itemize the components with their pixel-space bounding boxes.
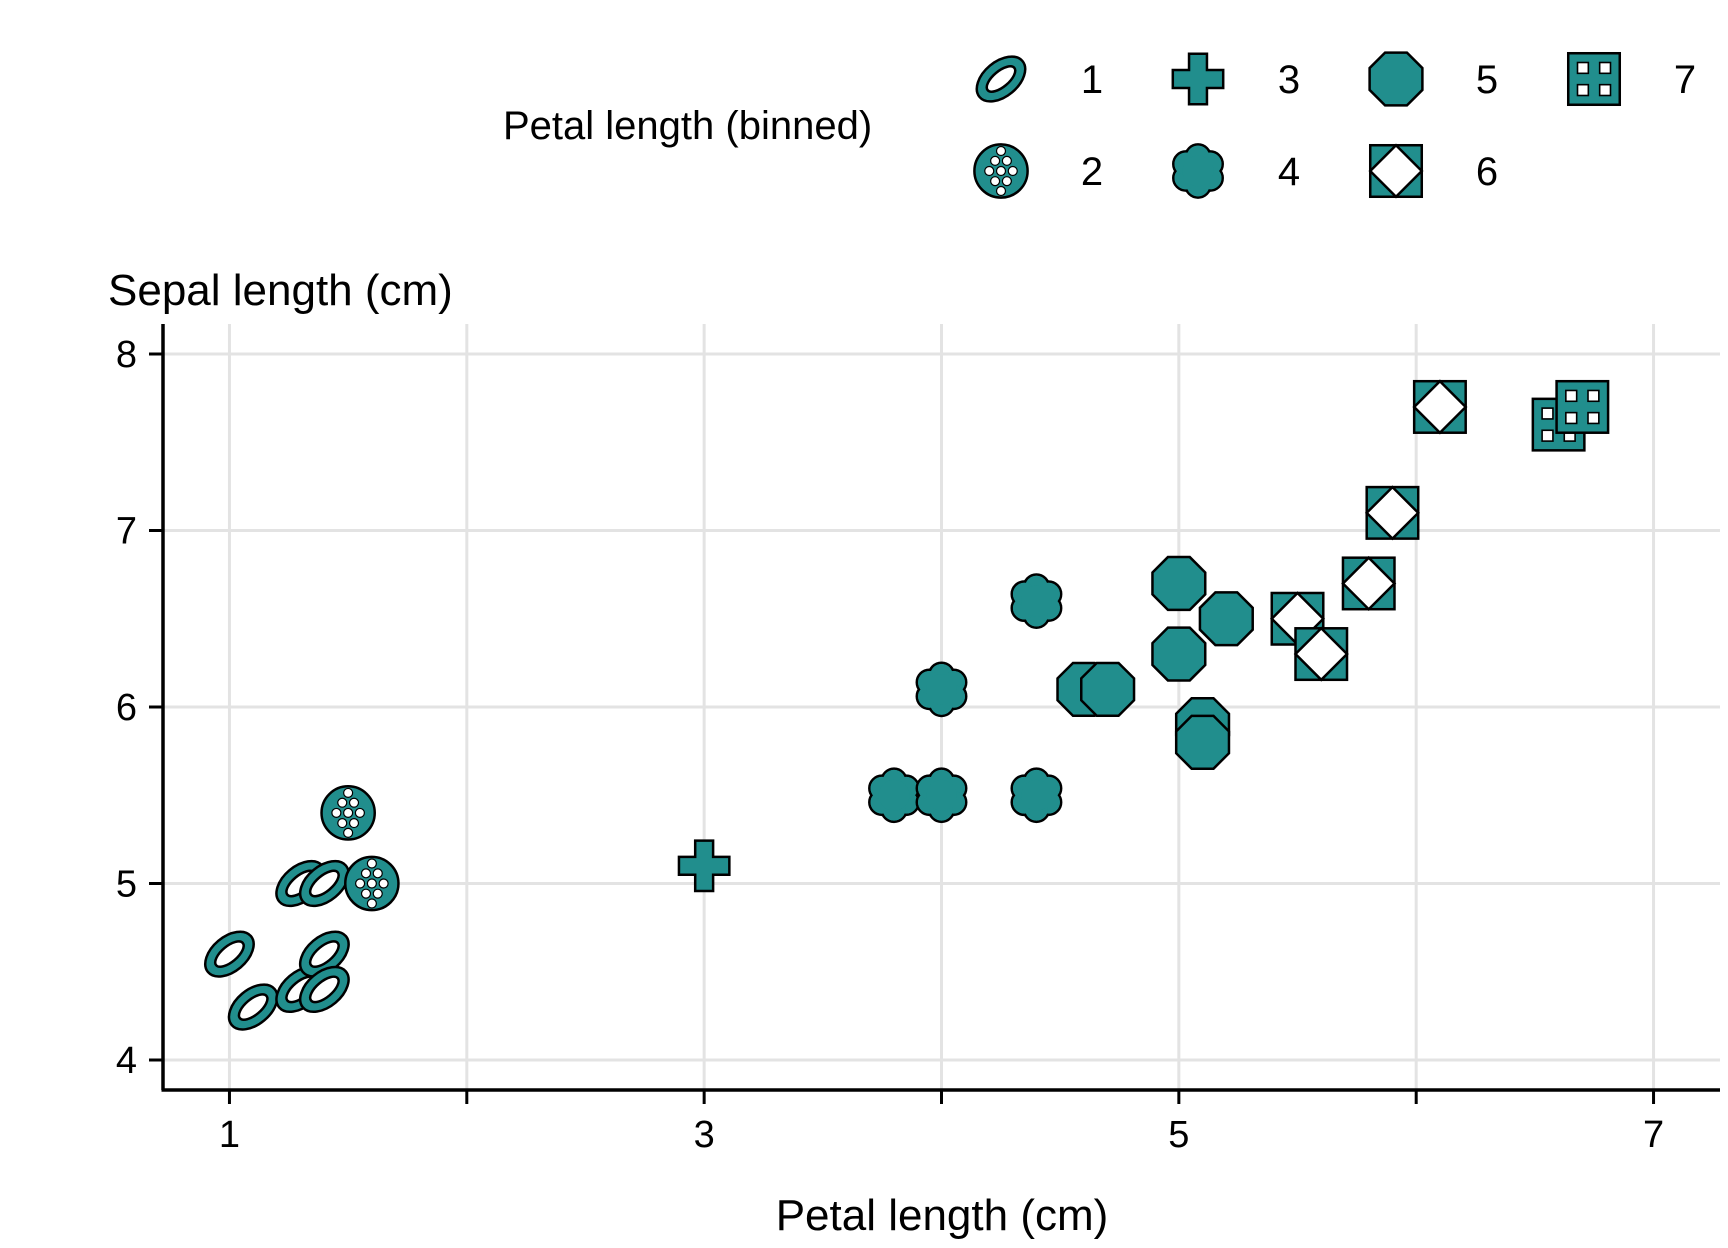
legend-entry-5: 5 bbox=[1368, 51, 1498, 107]
point-bin-5 bbox=[1198, 591, 1254, 647]
point-bin-1 bbox=[298, 859, 350, 908]
legend-marker-square-diamond bbox=[1368, 143, 1424, 199]
y-tick-label: 5 bbox=[116, 863, 137, 905]
point-bin-5 bbox=[1151, 626, 1207, 682]
legend-marker-octagon bbox=[1368, 51, 1424, 107]
legend-marker-flower bbox=[1172, 143, 1224, 199]
legend-label: 1 bbox=[1081, 58, 1103, 102]
x-tick-label: 3 bbox=[694, 1114, 715, 1156]
x-tick-label: 7 bbox=[1643, 1114, 1664, 1156]
point-bin-1 bbox=[298, 930, 350, 978]
point-bin-6 bbox=[1412, 379, 1468, 435]
legend-entry-7: 7 bbox=[1566, 51, 1696, 107]
legend-label: 2 bbox=[1081, 150, 1103, 194]
point-bin-4 bbox=[1010, 767, 1063, 824]
point-bin-1 bbox=[204, 930, 255, 978]
point-bin-6 bbox=[1341, 555, 1397, 611]
point-bin-3 bbox=[677, 839, 731, 893]
point-bin-4 bbox=[868, 767, 921, 824]
legend-marker-cross bbox=[1171, 52, 1225, 106]
point-bin-1 bbox=[227, 983, 279, 1031]
point-bin-2 bbox=[320, 785, 376, 841]
point-bin-7 bbox=[1555, 379, 1610, 434]
y-tick-label: 7 bbox=[116, 511, 137, 553]
legend-label: 6 bbox=[1476, 150, 1498, 194]
x-axis-label: Petal length (cm) bbox=[776, 1191, 1109, 1240]
legend: Petal length (binned) 1 2 3 4 5 6 7 bbox=[503, 51, 1696, 199]
legend-marker-dotted-circle bbox=[973, 143, 1029, 199]
point-bin-5 bbox=[1151, 555, 1207, 612]
y-axis-label: Sepal length (cm) bbox=[108, 266, 453, 315]
point-bin-5 bbox=[1174, 714, 1231, 770]
legend-marker-ellipse-ring bbox=[975, 55, 1027, 103]
point-bin-6 bbox=[1293, 626, 1349, 682]
y-tick-label: 4 bbox=[116, 1040, 137, 1082]
axes: 4 5 6 7 8 1 3 5 7 bbox=[116, 324, 1720, 1156]
legend-entry-6: 6 bbox=[1368, 143, 1498, 199]
legend-label: 3 bbox=[1278, 58, 1300, 102]
point-bin-4 bbox=[915, 661, 968, 718]
legend-label: 5 bbox=[1476, 58, 1498, 102]
legend-marker-square-grid bbox=[1566, 51, 1622, 107]
y-tick-label: 8 bbox=[116, 334, 137, 376]
legend-entry-1: 1 bbox=[975, 55, 1103, 103]
legend-label: 7 bbox=[1674, 58, 1696, 102]
x-tick-label: 5 bbox=[1168, 1114, 1189, 1156]
point-bin-6 bbox=[1364, 485, 1420, 541]
legend-entry-4: 4 bbox=[1172, 143, 1300, 199]
legend-entry-2: 2 bbox=[973, 143, 1103, 199]
point-bin-4 bbox=[1010, 573, 1063, 629]
point-bin-4 bbox=[915, 767, 968, 824]
legend-title: Petal length (binned) bbox=[503, 104, 872, 148]
point-bin-5 bbox=[1080, 661, 1136, 717]
x-tick-label: 1 bbox=[219, 1114, 240, 1156]
point-bin-1 bbox=[298, 965, 350, 1014]
legend-label: 4 bbox=[1278, 150, 1300, 194]
y-tick-label: 6 bbox=[116, 687, 137, 729]
legend-entry-3: 3 bbox=[1171, 52, 1300, 106]
point-bin-2 bbox=[344, 855, 400, 912]
data-points bbox=[204, 379, 1610, 1031]
